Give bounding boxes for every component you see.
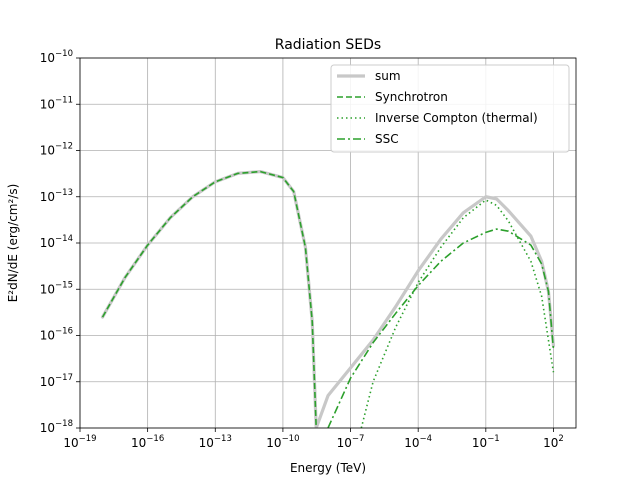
legend-label: Inverse Compton (thermal): [375, 111, 538, 125]
y-tick-label: 10−11: [40, 95, 73, 111]
y-tick-label: 10−17: [40, 373, 73, 389]
y-tick-label: 10−15: [40, 280, 73, 296]
legend-label: SSC: [375, 132, 399, 146]
y-tick-label: 10−10: [40, 49, 73, 65]
x-tick-label: 102: [543, 434, 564, 450]
series-line-sum: [100, 169, 556, 428]
series-line-ssc: [327, 228, 555, 428]
y-tick-label: 10−13: [40, 188, 73, 204]
x-tick-label: 10−10: [266, 434, 299, 450]
x-tick-label: 10−4: [404, 434, 432, 450]
x-axis-label: Energy (TeV): [290, 461, 366, 475]
y-tick-label: 10−12: [40, 142, 73, 158]
chart-title: Radiation SEDs: [275, 37, 381, 53]
y-tick-label: 10−16: [40, 327, 73, 343]
series-layer: [100, 169, 556, 428]
legend-label: sum: [375, 69, 401, 83]
y-tick-label: 10−14: [40, 234, 73, 250]
x-tick-label: 10−1: [472, 434, 500, 450]
series-line-synchrotron: [101, 170, 318, 428]
y-tick-label: 10−18: [40, 419, 73, 435]
x-tick-label: 10−19: [63, 434, 96, 450]
x-tick-label: 10−7: [337, 434, 365, 450]
legend-label: Synchrotron: [375, 90, 448, 104]
y-axis-label: E²dN/dE (erg/cm²/s): [6, 184, 20, 303]
legend-box: [330, 64, 570, 153]
x-tick-label: 10−16: [131, 434, 164, 450]
axis-ticks: 10−19 10−16 10−13 10−10 10−7 10−4 10−1 102 10−10…: [40, 49, 564, 450]
x-tick-label: 10−13: [199, 434, 232, 450]
legend: sum Synchrotron Inverse Compton (thermal) S…: [330, 64, 570, 153]
